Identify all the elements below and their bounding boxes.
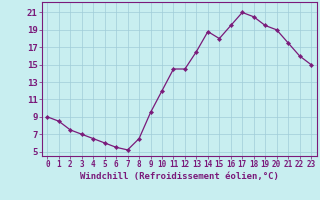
X-axis label: Windchill (Refroidissement éolien,°C): Windchill (Refroidissement éolien,°C) xyxy=(80,172,279,181)
